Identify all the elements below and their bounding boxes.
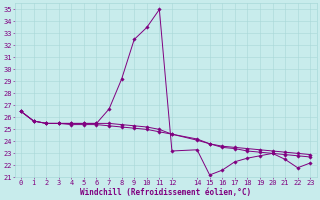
X-axis label: Windchill (Refroidissement éolien,°C): Windchill (Refroidissement éolien,°C) [80,188,251,197]
